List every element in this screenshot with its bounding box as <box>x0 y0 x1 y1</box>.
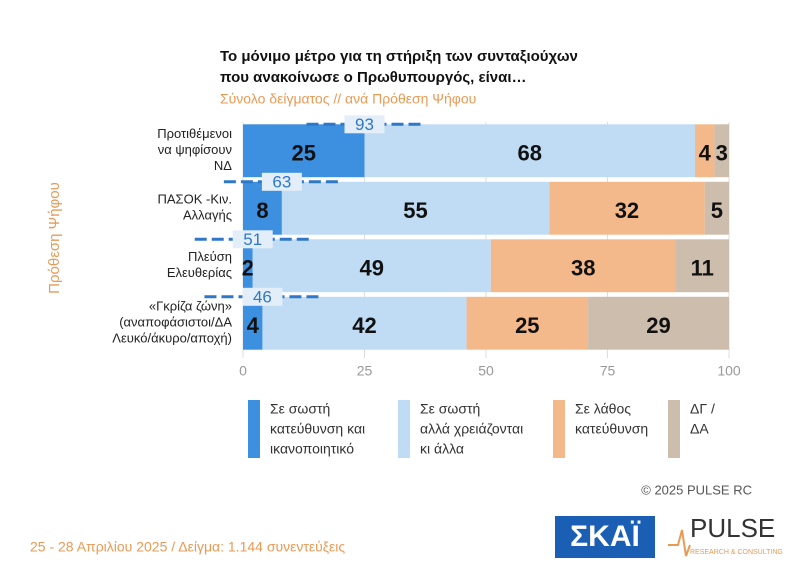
bar-segment <box>588 296 729 350</box>
bar-segment <box>243 124 365 178</box>
x-tick-label: 0 <box>239 363 247 379</box>
category-label: (αναποφάσιστοι/ΔΑ <box>119 315 232 330</box>
legend-label: κι άλλα <box>420 441 464 457</box>
category-label: Προτιθέμενοι <box>157 126 232 141</box>
bar-segment <box>252 239 491 293</box>
chart-subtitle: Σύνολο δείγματος // ανά Πρόθεση Ψήφου <box>220 91 476 107</box>
combined-label: 46 <box>253 287 272 306</box>
value-label: 38 <box>571 256 595 281</box>
category-label: Λευκό/άκυρο/αποχή) <box>112 331 232 346</box>
logo-box <box>555 516 655 558</box>
chart-title: Το μόνιμο μέτρο για τη στήριξη των συντα… <box>220 48 578 65</box>
combined-box <box>232 230 273 249</box>
bar-segment <box>466 296 589 350</box>
bar-segment <box>694 124 715 178</box>
bar-segment <box>364 124 695 178</box>
x-tick-label: 75 <box>600 363 616 379</box>
legend-swatch <box>398 400 410 458</box>
logo-mark <box>668 529 691 557</box>
x-tick-label: 50 <box>478 363 494 379</box>
logo-text: ΣΚΑΪ <box>570 520 640 553</box>
value-label: 8 <box>256 198 268 223</box>
combined-box <box>242 287 283 306</box>
bar-segment <box>714 124 729 178</box>
y-axis-label: Πρόθεση Ψήφου <box>46 182 63 294</box>
bar-segment <box>243 239 253 293</box>
category-label: Αλλαγής <box>183 208 232 223</box>
value-label: 2 <box>242 256 254 281</box>
x-tick-label: 25 <box>357 363 373 379</box>
logo-text: RESEARCH & CONSULTING <box>690 549 783 556</box>
category-label: Ελευθερίας <box>167 265 232 280</box>
bar-segment <box>704 181 729 235</box>
bar-segment <box>675 239 729 293</box>
legend-swatch <box>248 400 260 458</box>
legend-label: ΔΓ / <box>690 401 715 417</box>
footer: 25 - 28 Απριλίου 2025 / Δείγμα: 1.144 συ… <box>30 539 345 555</box>
combined-label: 51 <box>243 230 262 249</box>
value-label: 29 <box>646 313 670 338</box>
category-label: να ψηφίσουν <box>158 142 232 157</box>
combined-box <box>344 115 385 134</box>
category-label: ΠΑΣΟΚ -Κιν. <box>158 192 233 207</box>
value-label: 3 <box>716 141 728 166</box>
bar-segment <box>243 296 263 350</box>
value-label: 4 <box>699 141 712 166</box>
logo-text: PULSE <box>690 513 775 543</box>
value-label: 5 <box>711 198 723 223</box>
value-label: 11 <box>691 256 714 281</box>
value-label: 25 <box>515 313 539 338</box>
value-label: 68 <box>517 141 541 166</box>
combined-label: 63 <box>272 172 291 191</box>
chart-title: που ανακοίνωσε ο Πρωθυπουργός, είναι… <box>220 69 527 86</box>
bar-segment <box>262 296 467 350</box>
legend-label: Σε σωστή <box>270 401 330 417</box>
value-label: 42 <box>352 313 376 338</box>
value-label: 4 <box>247 313 260 338</box>
value-label: 49 <box>360 256 384 281</box>
legend-swatch <box>668 400 680 458</box>
combined-box <box>261 172 302 191</box>
legend-label: ικανοποιητικό <box>270 441 354 457</box>
legend-label: ΔΑ <box>690 421 709 437</box>
legend-swatch <box>553 400 565 458</box>
value-label: 25 <box>292 141 316 166</box>
copyright: © 2025 PULSE RC <box>641 482 752 497</box>
legend-label: κατεύθυνση και <box>270 421 365 437</box>
combined-label: 93 <box>355 115 374 134</box>
legend-label: κατεύθυνση <box>575 421 648 437</box>
legend-label: Σε λάθος <box>575 401 631 417</box>
legend-label: αλλά χρειάζονται <box>420 421 523 437</box>
category-label: Πλεύση <box>188 249 232 264</box>
value-label: 55 <box>403 198 427 223</box>
x-tick-label: 100 <box>717 363 741 379</box>
category-label: «Γκρίζα ζώνη» <box>149 299 232 314</box>
bar-segment <box>549 181 705 235</box>
bar-segment <box>281 181 550 235</box>
category-label: ΝΔ <box>214 158 232 173</box>
legend-label: Σε σωστή <box>420 401 480 417</box>
value-label: 32 <box>615 198 639 223</box>
bar-segment <box>490 239 676 293</box>
